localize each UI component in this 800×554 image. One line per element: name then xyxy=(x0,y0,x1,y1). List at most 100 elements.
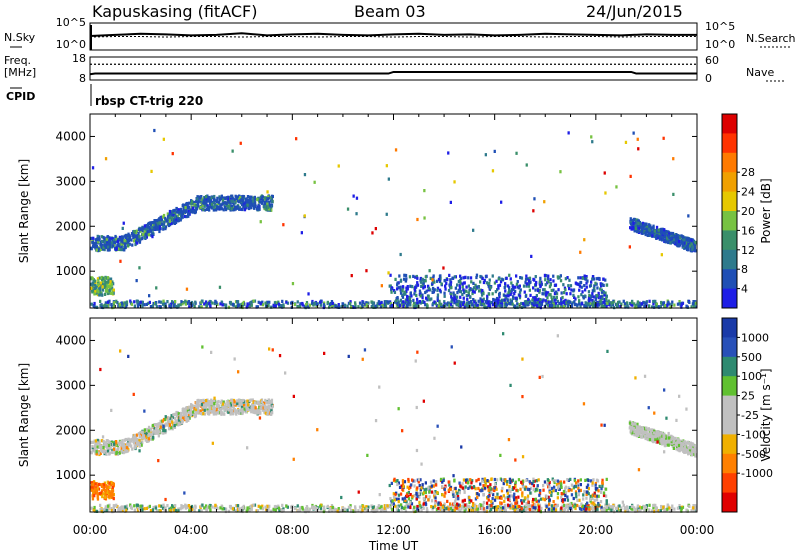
echo-cell xyxy=(494,505,497,509)
echo-cell xyxy=(146,227,149,231)
echo-cell xyxy=(491,274,494,278)
echo-cell xyxy=(522,508,526,512)
echo-cell xyxy=(214,299,217,304)
echo-cell xyxy=(590,280,593,284)
echo-cell xyxy=(399,291,403,295)
echo-cell xyxy=(567,300,570,304)
echo-cell xyxy=(258,406,261,410)
echo-cell xyxy=(416,281,419,285)
echo-cell xyxy=(395,303,399,307)
echo-cell xyxy=(209,202,212,206)
echo-cell xyxy=(270,305,273,309)
noise-left-tick-bottom: 10^0 xyxy=(56,38,86,51)
echo-cell xyxy=(692,509,696,513)
echo-cell xyxy=(193,304,196,308)
echo-cell xyxy=(520,305,524,309)
echo-cell xyxy=(188,301,191,306)
echo-cell xyxy=(190,210,193,214)
echo-cell xyxy=(650,230,654,234)
echo-cell xyxy=(660,253,663,257)
echo-cell xyxy=(223,407,226,412)
echo-cell xyxy=(687,214,690,218)
echo-cell xyxy=(672,157,675,161)
echo-cell xyxy=(155,225,158,229)
echo-cell xyxy=(303,214,306,218)
echo-cell xyxy=(125,449,128,454)
echo-cell xyxy=(93,241,97,245)
echo-cell xyxy=(645,226,648,230)
echo-cell xyxy=(450,295,453,299)
echo-cell xyxy=(494,304,497,308)
echo-cell xyxy=(397,286,400,290)
echo-cell xyxy=(201,203,204,208)
echo-cell xyxy=(671,300,674,304)
echo-cell xyxy=(266,504,269,508)
echo-cell xyxy=(259,200,262,204)
echo-cell xyxy=(607,503,610,507)
echo-cell xyxy=(228,200,231,204)
echo-cell xyxy=(238,403,241,407)
echo-cell xyxy=(556,299,559,303)
echo-cell xyxy=(352,194,355,198)
echo-cell xyxy=(336,509,339,513)
echo-cell xyxy=(210,202,214,206)
echo-cell xyxy=(516,305,519,309)
echo-cell xyxy=(131,233,134,237)
echo-cell xyxy=(147,434,150,438)
echo-cell xyxy=(487,292,491,296)
echo-cell xyxy=(688,300,691,304)
echo-cell xyxy=(631,225,635,230)
echo-cell xyxy=(461,292,464,296)
echo-cell xyxy=(113,238,116,242)
echo-cell xyxy=(127,438,130,442)
echo-cell xyxy=(189,412,192,416)
echo-cell xyxy=(403,273,406,277)
echo-cell xyxy=(128,235,132,239)
echo-cell xyxy=(551,298,554,302)
echo-cell xyxy=(411,285,414,289)
echo-cell xyxy=(556,503,559,507)
echo-cell xyxy=(540,282,543,286)
echo-cell xyxy=(648,225,651,229)
echo-cell xyxy=(440,282,443,286)
echo-cell xyxy=(133,504,136,508)
echo-cell xyxy=(491,303,495,307)
echo-cell xyxy=(522,284,526,288)
echo-cell xyxy=(102,439,105,444)
echo-cell xyxy=(239,509,242,513)
freq-panel-frame xyxy=(89,56,698,81)
echo-cell xyxy=(472,298,475,302)
echo-cell xyxy=(412,274,415,278)
echo-cell xyxy=(628,245,631,249)
echo-cell xyxy=(185,419,188,423)
echo-cell xyxy=(485,281,488,285)
echo-cell xyxy=(503,293,506,297)
echo-cell xyxy=(153,223,156,227)
echo-cell xyxy=(175,411,178,415)
echo-cell xyxy=(215,200,219,204)
echo-cell xyxy=(594,296,597,300)
echo-cell xyxy=(98,293,101,297)
echo-cell xyxy=(291,282,295,286)
echo-cell xyxy=(428,269,431,273)
echo-cell xyxy=(499,299,502,304)
echo-cell xyxy=(638,301,641,305)
echo-cell xyxy=(117,247,120,251)
echo-cell xyxy=(134,242,137,247)
echo-cell xyxy=(670,507,673,511)
freq-series-line xyxy=(89,70,697,76)
echo-cell xyxy=(268,504,271,508)
echo-cell xyxy=(555,292,559,296)
echo-cell xyxy=(630,507,633,511)
echo-cell xyxy=(250,206,253,210)
echo-cell xyxy=(550,295,553,299)
echo-cell xyxy=(305,507,308,511)
echo-cell xyxy=(226,407,229,411)
echo-cell xyxy=(525,163,528,167)
echo-cell xyxy=(123,507,126,511)
echo-cell xyxy=(179,507,182,511)
echo-cell xyxy=(685,508,688,512)
echo-cell xyxy=(588,284,592,288)
echo-cell xyxy=(240,203,244,207)
echo-cell xyxy=(578,299,581,303)
